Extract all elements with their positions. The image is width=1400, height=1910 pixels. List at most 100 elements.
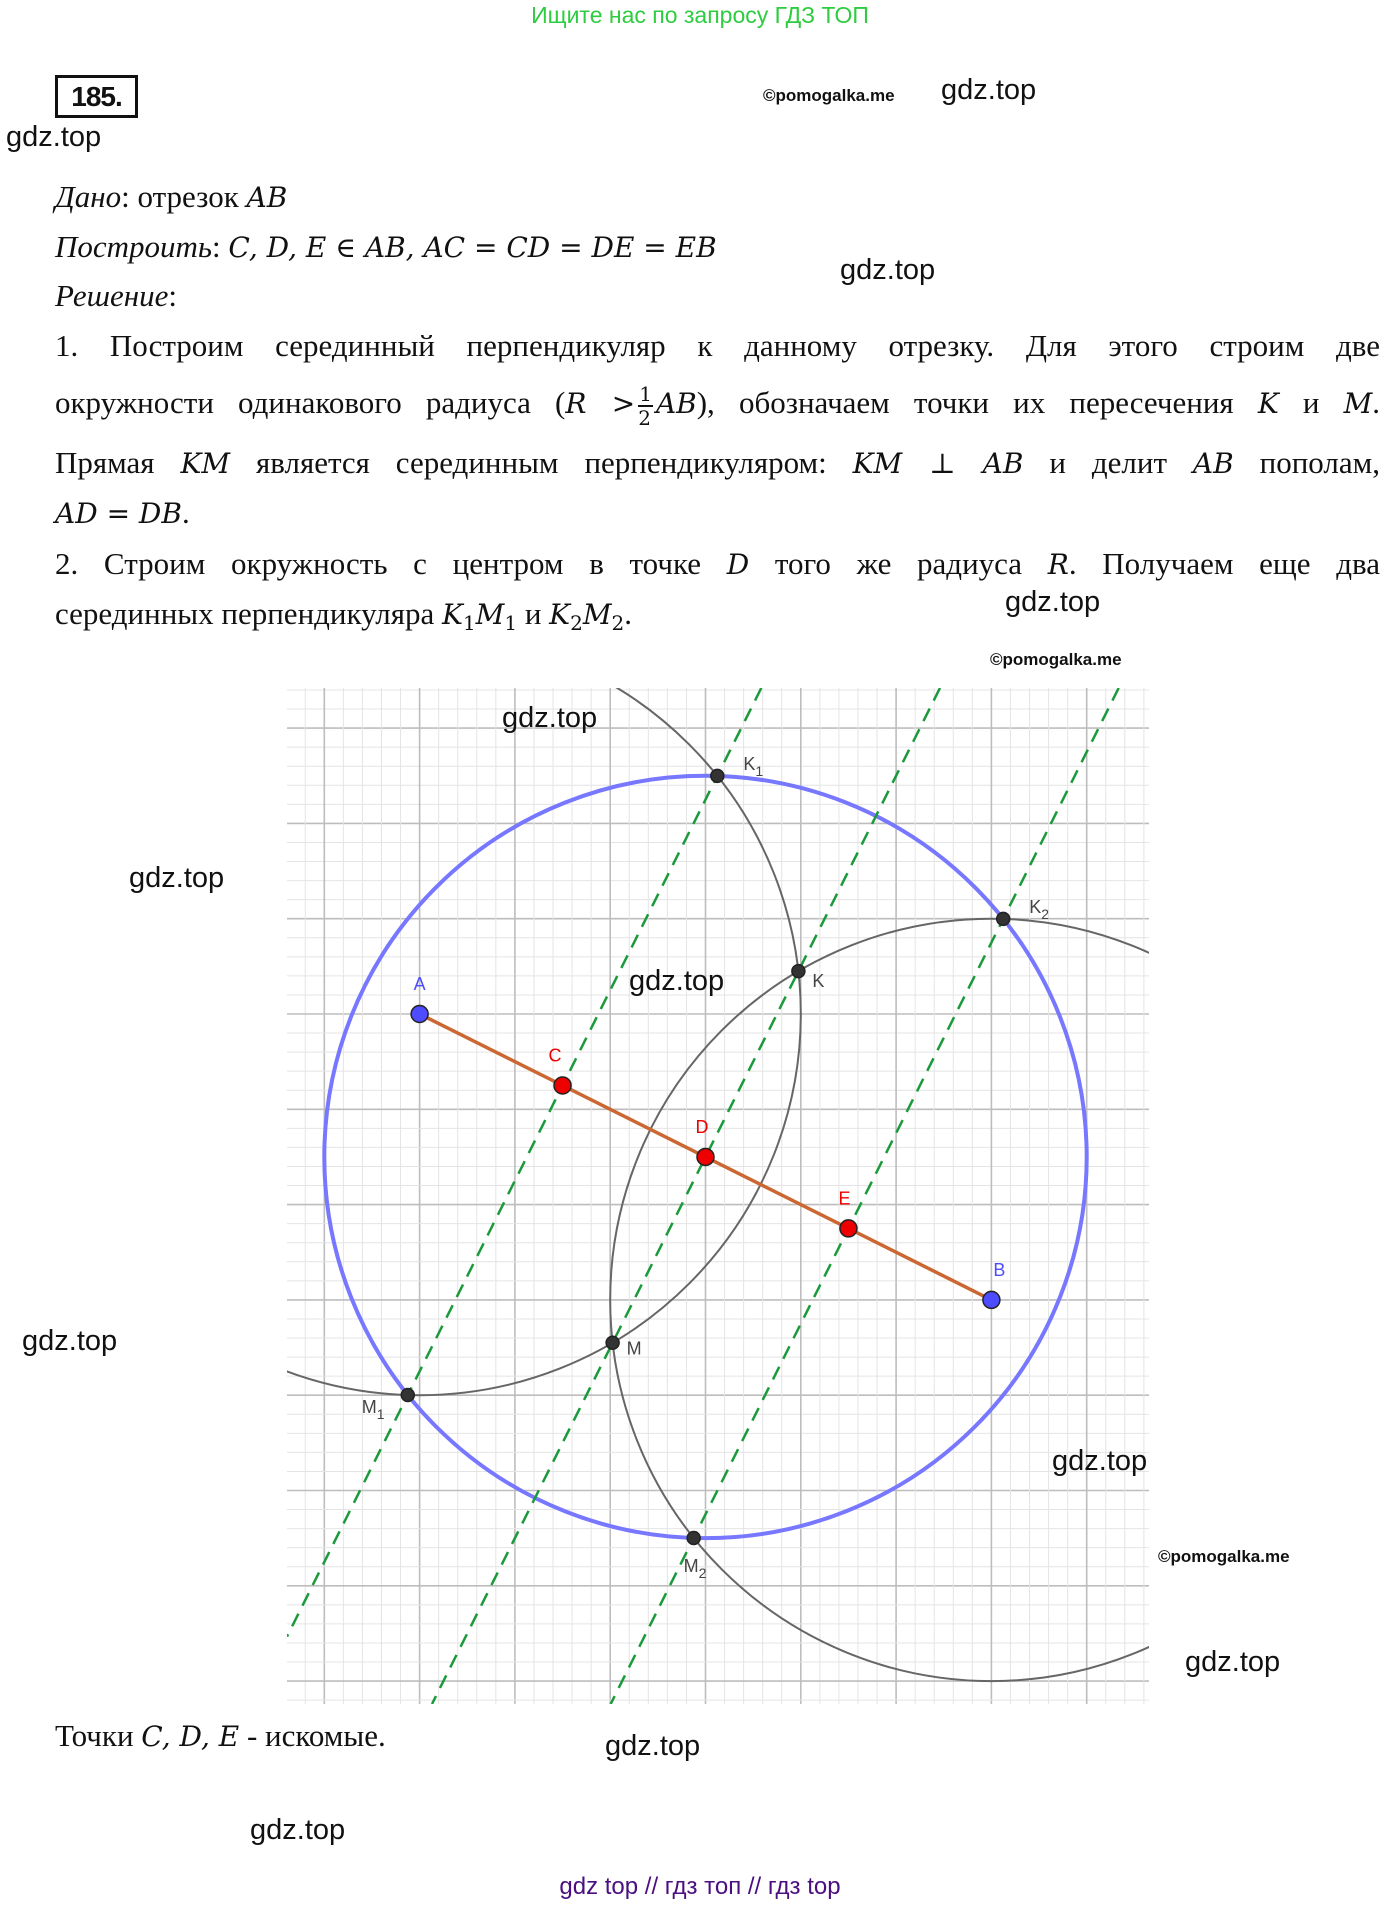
text-line: AD = DB. (55, 493, 190, 534)
text-run: . (1372, 385, 1381, 421)
math-expression: M (475, 598, 505, 631)
label-subscript: 2 (1041, 906, 1049, 922)
search-banner[interactable]: Ищите нас по запросу ГДЗ ТОП (531, 2, 869, 28)
point-label-C: C (549, 1045, 562, 1065)
text-run: Прямая (55, 445, 181, 480)
watermark-gdz: gdz.top (840, 254, 936, 286)
math-expression: AB (655, 387, 697, 421)
point-M1 (400, 1387, 416, 1403)
math-expression: R (1047, 548, 1069, 581)
text-run: пополам, (1233, 445, 1380, 480)
text-run: Решение (55, 278, 169, 313)
text-run: окружности одинакового радиуса ( (55, 385, 566, 421)
text-run: : (168, 278, 177, 313)
subscript: 2 (611, 611, 625, 635)
text-line: окружности одинакового радиуса (R >1 2 AB)… (55, 383, 1381, 429)
perpendicular-bisector-KM (430, 688, 942, 1704)
watermark-pomogalka: ©pomogalka.me (763, 86, 895, 105)
point-A (410, 1004, 429, 1024)
math-expression: C, D, E (141, 1720, 240, 1753)
point-label-E: E (838, 1188, 850, 1208)
label-letter: M (627, 1339, 642, 1359)
point-D (696, 1147, 715, 1167)
fraction-numerator: 1 (638, 382, 653, 407)
math-expression: K (549, 598, 571, 631)
point-label-M1: M1 (362, 1397, 385, 1422)
point-B (982, 1290, 1001, 1310)
math-expression: D (726, 548, 750, 581)
math-expression: AD = DB (55, 497, 182, 530)
math-expression: C, D, E ∈ AB, AC = CD = DE = EB (228, 231, 717, 264)
text-line: Дано: отрезок AB (55, 177, 287, 218)
text-run: . Получаем еще два (1068, 546, 1380, 581)
point-C (553, 1076, 572, 1095)
point-label-K: K (812, 971, 824, 991)
text-run: . (624, 596, 632, 631)
point-K2 (995, 911, 1011, 927)
point-label-K1: K1 (743, 754, 763, 779)
point-E (839, 1219, 858, 1238)
watermark-gdz: gdz.top (250, 1814, 346, 1846)
math-expression: AB (1192, 447, 1234, 480)
label-letter: K (812, 971, 824, 991)
label-subscript: 1 (755, 763, 763, 779)
text-run: Точки (55, 1718, 142, 1753)
math-expression: KM ⊥ AB (852, 447, 1024, 480)
footer-links[interactable]: gdz top // гдз топ // гдз top (559, 1873, 841, 1900)
watermark-gdz: gdz.top (941, 74, 1037, 106)
label-letter: B (993, 1260, 1005, 1280)
label-letter: M (362, 1397, 377, 1417)
label-letter: A (414, 974, 426, 994)
text-run: серединных перпендикуляра (55, 596, 443, 631)
math-expression: KM (180, 447, 231, 480)
text-run: : (212, 229, 229, 264)
label-letter: C (549, 1045, 562, 1065)
text-run: ), обозначаем точки их пересечения (696, 385, 1258, 421)
watermark-gdz: gdz.top (22, 1325, 118, 1357)
watermark-gdz: gdz.top (502, 702, 598, 734)
label-letter: D (696, 1117, 709, 1137)
point-label-M: M (627, 1339, 642, 1359)
watermark-pomogalka: ©pomogalka.me (990, 650, 1122, 669)
text-line: Решение: (55, 276, 177, 316)
watermark-gdz: gdz.top (1185, 1646, 1281, 1678)
math-expression: M (582, 598, 612, 631)
math-expression: R > (565, 387, 636, 421)
subscript: 2 (570, 611, 583, 635)
text-run: и (517, 596, 550, 631)
watermark-gdz: gdz.top (605, 1730, 701, 1762)
circle-b-arc (609, 917, 1149, 1682)
problem-number: 185. (55, 75, 138, 118)
subscript: 1 (504, 611, 518, 635)
text-run: - искомые. (239, 1718, 386, 1753)
point-label-B: B (993, 1260, 1005, 1280)
text-line: Построить: C, D, E ∈ AB, AC = CD = DE = … (55, 227, 717, 268)
text-run: : отрезок (121, 179, 247, 214)
perpendicular-bisector-K1M1 (287, 688, 763, 1638)
point-K (791, 963, 806, 979)
watermark-gdz: gdz.top (1005, 586, 1101, 618)
watermark-gdz: gdz.top (1052, 1445, 1148, 1477)
label-subscript: 1 (377, 1406, 385, 1422)
text-run: и делит (1023, 445, 1193, 480)
watermark-gdz: gdz.top (6, 121, 102, 153)
watermark-gdz: gdz.top (629, 965, 725, 997)
point-label-D: D (696, 1117, 709, 1137)
figure-group (287, 688, 1149, 1704)
label-letter: E (838, 1188, 850, 1208)
label-letter: M (684, 1556, 699, 1576)
watermark-gdz: gdz.top (129, 862, 225, 894)
fraction-denominator: 2 (638, 406, 651, 430)
text-run: Дано (55, 179, 122, 214)
text-run: того же радиуса (749, 546, 1048, 581)
text-line: Прямая KM является серединным перпендику… (55, 443, 1380, 483)
text-line: 1. Построим серединный перпендикуляр к д… (55, 326, 1380, 366)
circle-a-arc (287, 688, 802, 1397)
text-line: 2. Строим окружность с центром в точке D… (55, 544, 1380, 584)
label-letter: K (1029, 897, 1041, 917)
math-expression: AB (246, 181, 288, 214)
subscript: 1 (462, 611, 476, 635)
point-label-A: A (414, 974, 426, 994)
